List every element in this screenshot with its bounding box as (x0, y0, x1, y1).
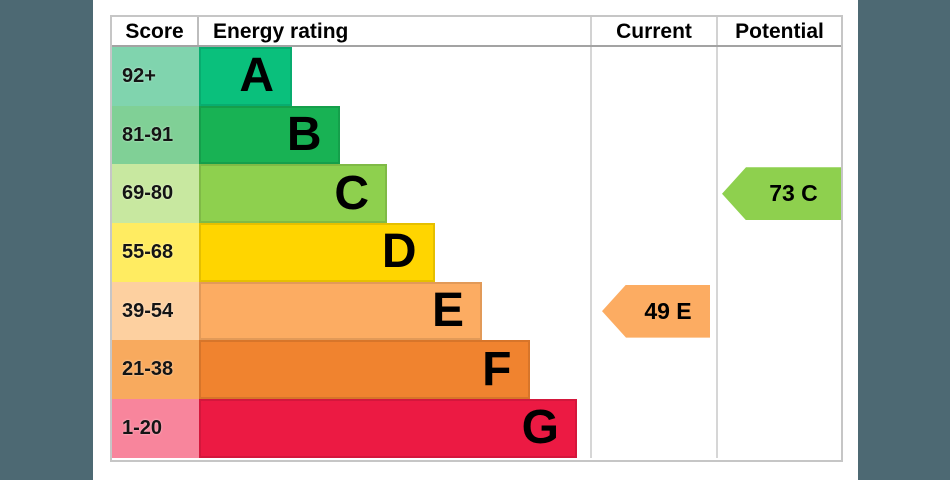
band-row: 21-38 F (112, 340, 841, 400)
column-divider-current-potential (716, 47, 718, 458)
potential-rating-arrow: 73 C (722, 167, 841, 221)
band-letter: G (521, 401, 559, 455)
potential-rating-label: 73 C (769, 180, 818, 207)
current-rating-label: 49 E (644, 297, 692, 324)
score-range-cell-a: 92+ (112, 47, 199, 106)
energy-band-bar-e: E (199, 281, 482, 341)
column-header-energy-rating: Energy rating (213, 19, 349, 43)
table-body: 49 E 73 C 92+ A 81-91 B 69-80 C 55-68 D … (112, 47, 841, 458)
band-row: 81-91 B (112, 105, 841, 165)
energy-band-bar-c: C (199, 164, 387, 224)
column-header-potential: Potential (716, 17, 841, 45)
energy-band-bar-f: F (199, 340, 530, 400)
band-letter: B (286, 108, 322, 162)
score-range-cell-g: 1-20 (112, 399, 199, 458)
band-row: 1-20 G (112, 399, 841, 458)
score-range-cell-b: 81-91 (112, 105, 199, 165)
band-letter: F (482, 342, 512, 396)
band-row: 55-68 D (112, 223, 841, 282)
band-letter: C (334, 166, 369, 220)
band-letter: E (431, 284, 464, 338)
score-range-cell-d: 55-68 (112, 223, 199, 282)
right-background-strip (858, 0, 950, 480)
band-letter: D (381, 225, 417, 279)
band-row: 39-54 E (112, 281, 841, 341)
score-range-cell-c: 69-80 (112, 164, 199, 224)
band-row: 92+ A (112, 47, 841, 106)
energy-band-bar-g: G (199, 399, 577, 458)
table-header-row: Score Energy rating Current Potential (112, 17, 841, 47)
column-header-score: Score (112, 17, 199, 45)
band-letter: A (239, 49, 274, 103)
column-header-current: Current (590, 17, 716, 45)
energy-band-bar-d: D (199, 223, 435, 282)
band-row: 69-80 C (112, 164, 841, 224)
score-range-cell-e: 39-54 (112, 281, 199, 341)
score-range-cell-f: 21-38 (112, 340, 199, 400)
epc-rating-table: Score Energy rating Current Potential 49… (110, 15, 843, 462)
energy-band-bar-b: B (199, 105, 340, 165)
energy-band-bar-a: A (199, 47, 292, 106)
left-background-strip (0, 0, 93, 480)
column-divider-rating-current (590, 47, 592, 458)
current-rating-arrow: 49 E (602, 284, 710, 338)
